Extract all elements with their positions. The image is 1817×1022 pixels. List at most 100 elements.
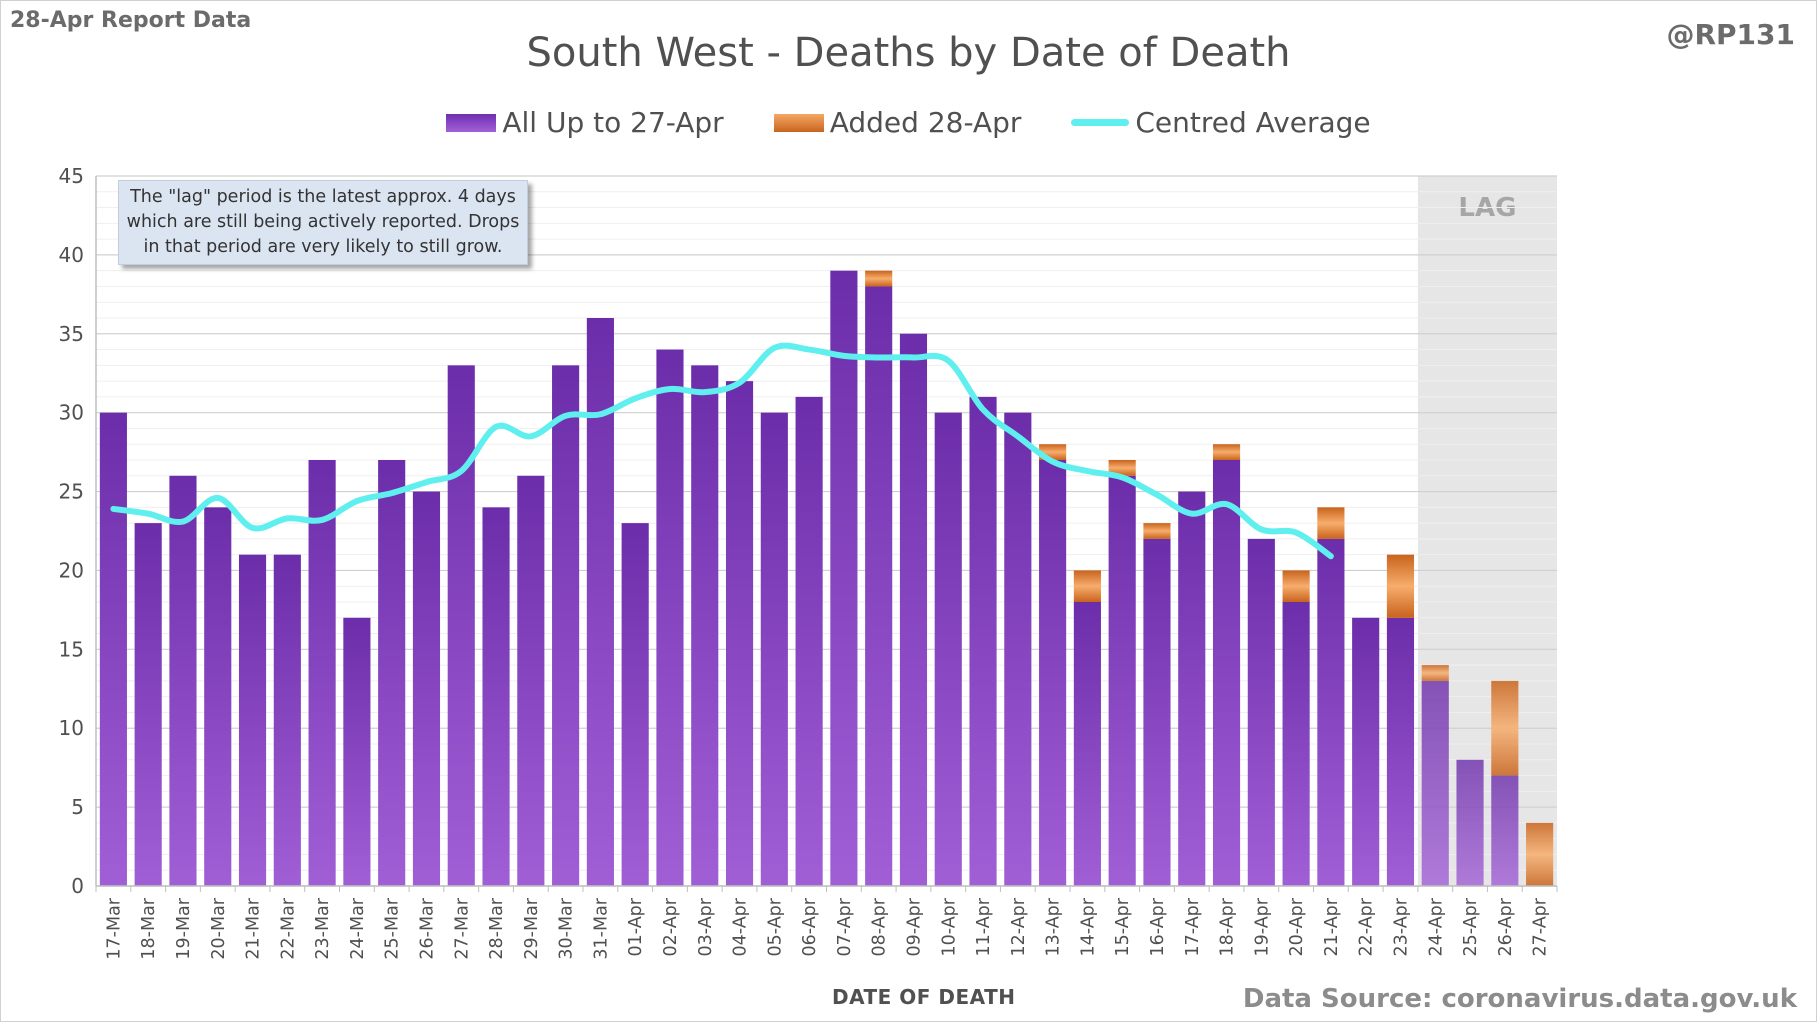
bar-all-up-to-27-apr	[1282, 602, 1310, 886]
bar-all-up-to-27-apr	[865, 286, 893, 886]
x-tick-label: 14-Apr	[1078, 897, 1098, 956]
x-tick-label: 22-Mar	[278, 897, 298, 959]
bar-added-28-apr	[1421, 665, 1449, 681]
bar-all-up-to-27-apr	[691, 365, 719, 886]
x-tick-label: 25-Mar	[383, 897, 403, 959]
bar-all-up-to-27-apr	[273, 554, 301, 886]
chart-legend: All Up to 27-Apr Added 28-Apr Centred Av…	[0, 106, 1817, 139]
x-tick-label: 09-Apr	[904, 897, 924, 956]
x-tick-label: 02-Apr	[661, 897, 681, 956]
bar-added-28-apr	[1317, 507, 1345, 539]
bar-all-up-to-27-apr	[1386, 617, 1415, 886]
legend-label-average: Centred Average	[1135, 106, 1371, 139]
author-handle: @RP131	[1666, 18, 1795, 51]
bar-all-up-to-27-apr	[134, 523, 162, 886]
bar-all-up-to-27-apr	[238, 554, 267, 886]
x-tick-label: 21-Mar	[244, 897, 264, 959]
bar-all-up-to-27-apr	[830, 270, 858, 887]
y-tick-label: 0	[71, 874, 84, 898]
x-tick-label: 19-Mar	[174, 897, 194, 959]
bar-all-up-to-27-apr	[899, 333, 928, 886]
legend-item-all: All Up to 27-Apr	[446, 106, 724, 139]
bar-added-28-apr	[1386, 554, 1415, 618]
x-tick-label: 05-Apr	[765, 897, 785, 956]
bar-all-up-to-27-apr	[343, 617, 371, 886]
x-tick-label: 24-Mar	[348, 897, 368, 959]
bar-added-28-apr	[1526, 822, 1554, 886]
x-tick-label: 31-Mar	[591, 897, 611, 959]
x-tick-label: 29-Mar	[522, 897, 542, 959]
x-tick-label: 01-Apr	[626, 897, 646, 956]
bar-added-28-apr	[1143, 523, 1171, 539]
bar-all-up-to-27-apr	[656, 349, 684, 886]
bar-all-up-to-27-apr	[308, 460, 336, 886]
x-tick-label: 07-Apr	[835, 897, 855, 956]
x-tick-label: 20-Mar	[209, 897, 229, 959]
x-tick-label: 20-Apr	[1287, 897, 1307, 956]
bar-all-up-to-27-apr	[204, 507, 232, 886]
x-tick-label: 19-Apr	[1252, 897, 1272, 956]
x-tick-label: 04-Apr	[731, 897, 751, 956]
x-tick-label: 25-Apr	[1461, 897, 1481, 956]
x-tick-label: 23-Mar	[313, 897, 333, 959]
bar-added-28-apr	[1212, 444, 1241, 460]
centred-average-line	[110, 342, 1334, 560]
bar-all-up-to-27-apr	[1073, 602, 1101, 886]
bar-all-up-to-27-apr	[725, 381, 754, 886]
bar-all-up-to-27-apr	[1352, 617, 1380, 886]
x-tick-label: 16-Apr	[1148, 897, 1168, 956]
y-tick-label: 15	[59, 637, 84, 661]
bar-all-up-to-27-apr	[169, 475, 197, 886]
x-tick-label: 28-Mar	[487, 897, 507, 959]
x-tick-label: 17-Apr	[1183, 897, 1203, 956]
y-tick-label: 5	[71, 795, 84, 819]
bar-added-28-apr	[1073, 570, 1101, 602]
bar-added-28-apr	[865, 270, 893, 287]
bar-all-up-to-27-apr	[934, 412, 962, 886]
x-tick-label: 21-Apr	[1322, 897, 1342, 956]
y-tick-label: 25	[59, 480, 84, 504]
bar-all-up-to-27-apr	[1108, 475, 1136, 886]
legend-label-all: All Up to 27-Apr	[502, 106, 724, 139]
x-tick-label: 12-Apr	[1009, 897, 1029, 956]
bar-all-up-to-27-apr	[1039, 460, 1067, 886]
y-tick-label: 45	[59, 164, 84, 188]
x-tick-label: 18-Mar	[139, 897, 159, 959]
bar-all-up-to-27-apr	[99, 412, 127, 886]
bar-all-up-to-27-apr	[482, 507, 510, 886]
y-tick-label: 20	[59, 558, 84, 582]
report-date-note: 28-Apr Report Data	[10, 8, 252, 33]
legend-swatch-line	[1071, 119, 1130, 126]
bar-all-up-to-27-apr	[1491, 775, 1519, 886]
lag-annotation-box: The "lag" period is the latest approx. 4…	[118, 180, 528, 265]
bar-all-up-to-27-apr	[621, 523, 649, 886]
legend-label-added: Added 28-Apr	[829, 106, 1022, 139]
legend-swatch-purple	[446, 113, 497, 132]
x-tick-label: 10-Apr	[939, 897, 959, 956]
bar-all-up-to-27-apr	[586, 318, 614, 886]
y-tick-label: 10	[59, 716, 84, 740]
x-tick-label: 03-Apr	[696, 897, 716, 956]
x-axis-title: DATE OF DEATH	[832, 985, 1016, 1009]
x-tick-label: 27-Mar	[452, 897, 472, 959]
x-tick-label: 06-Apr	[800, 897, 820, 956]
y-tick-label: 30	[59, 401, 84, 425]
bar-all-up-to-27-apr	[1456, 759, 1484, 886]
x-tick-label: 13-Apr	[1044, 897, 1064, 956]
chart-title: South West - Deaths by Date of Death	[526, 30, 1291, 76]
x-tick-label: 30-Mar	[557, 897, 577, 959]
bar-all-up-to-27-apr	[378, 460, 406, 886]
x-tick-label: 27-Apr	[1531, 897, 1551, 956]
legend-swatch-orange	[773, 113, 824, 132]
bar-added-28-apr	[1282, 570, 1310, 602]
y-tick-label: 40	[59, 243, 84, 267]
bar-all-up-to-27-apr	[552, 365, 580, 886]
legend-item-average: Centred Average	[1071, 106, 1371, 139]
bar-all-up-to-27-apr	[969, 396, 997, 886]
bar-all-up-to-27-apr	[447, 365, 475, 886]
bar-all-up-to-27-apr	[412, 491, 441, 886]
x-tick-label: 17-Mar	[104, 897, 124, 959]
bar-added-28-apr	[1491, 680, 1519, 776]
x-tick-label: 22-Apr	[1357, 897, 1377, 956]
